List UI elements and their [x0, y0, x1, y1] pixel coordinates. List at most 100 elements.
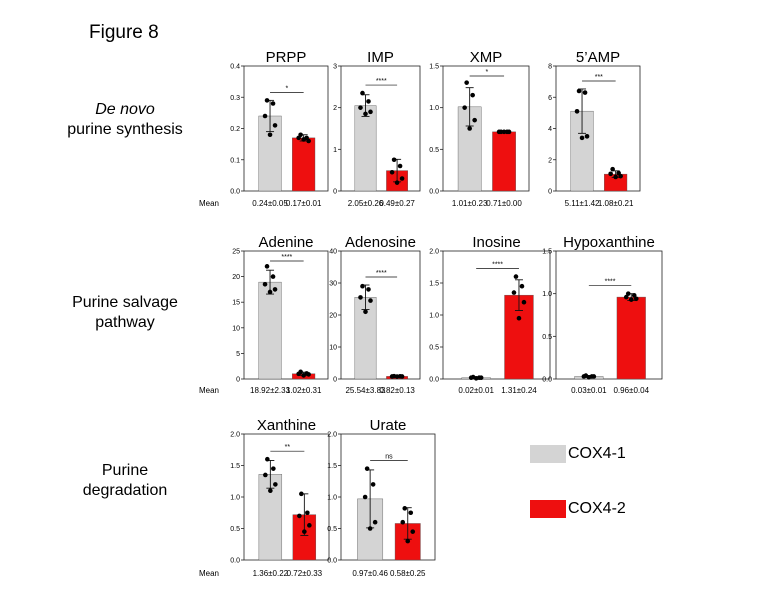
data-point: [464, 80, 469, 85]
plot-frame: [555, 65, 641, 192]
data-point: [472, 117, 477, 123]
y-tick-label: 1.0: [327, 495, 337, 502]
chart-title: Hypoxanthine: [563, 234, 655, 251]
y-tick-label: 0: [333, 377, 337, 384]
legend-item-cox4-2: COX4-2: [530, 500, 626, 518]
data-point: [389, 374, 395, 379]
mean-value: 0.71±0.00: [486, 199, 522, 208]
figure-title: Figure 8: [89, 22, 159, 43]
mean-value: 0.03±0.01: [571, 386, 607, 395]
significance-label: *: [285, 85, 288, 92]
plot-frame: [340, 65, 421, 192]
plot-frame: [442, 250, 551, 380]
y-tick-label: 0.5: [429, 345, 439, 352]
data-point: [301, 137, 306, 142]
significance-label: ****: [376, 270, 387, 277]
y-tick-label: 5: [236, 351, 240, 358]
chart-title: 5’AMP: [576, 49, 620, 66]
bar-cox4-1: [354, 105, 377, 192]
data-point: [511, 290, 517, 295]
y-tick-label: 1.5: [542, 249, 552, 256]
y-tick-label: 20: [232, 274, 240, 281]
mean-value: 5.11±1.42: [565, 199, 600, 208]
data-point: [362, 494, 368, 500]
row-label-line: purine synthesis: [67, 121, 183, 138]
data-point: [370, 482, 376, 487]
data-point: [628, 297, 634, 302]
y-tick-label: 1: [333, 147, 337, 154]
data-point: [368, 109, 373, 115]
data-point: [360, 90, 365, 96]
mean-value: 0.02±0.01: [458, 386, 494, 395]
data-point: [389, 169, 395, 175]
row-label-line: Purine salvage: [72, 294, 178, 311]
data-point: [262, 113, 268, 119]
data-point: [305, 510, 310, 516]
significance-label: ****: [376, 78, 387, 85]
data-point: [307, 523, 312, 528]
chart-panel-5-amp: 5’AMP 0 2 4 6 8 5.11±1.421.08±0.21 ***: [548, 49, 641, 208]
data-point: [262, 281, 268, 287]
plot-frame: [243, 433, 330, 561]
data-point: [581, 374, 587, 379]
data-point: [402, 506, 408, 511]
data-point: [516, 315, 522, 321]
row-label-degradation: Purine degradation: [30, 461, 220, 501]
y-tick-label: 0.0: [327, 558, 337, 565]
chart-title: IMP: [367, 49, 394, 66]
y-tick-label: 15: [232, 300, 240, 307]
chart-title: Xanthine: [257, 417, 316, 434]
chart-panel-prpp: PRPP 0.0 0.1 0.2 0.3 0.4 0.24±0.050.17±0.01 *: [230, 49, 329, 208]
data-point: [268, 488, 273, 494]
row-label-line: De novo: [95, 101, 155, 118]
data-point: [273, 482, 278, 487]
data-point: [368, 298, 373, 303]
data-point: [467, 126, 472, 131]
y-tick-label: 1.5: [230, 463, 240, 470]
y-tick-label: 0.2: [230, 126, 240, 133]
chart-panel-xmp: XMP 0.0 0.5 1.0 1.5 1.01±0.230.71±0.00 *: [429, 49, 530, 208]
chart-title: Adenosine: [345, 234, 416, 251]
data-point: [296, 371, 301, 377]
chart-panel-adenine: Adenine 0 5 10 15 20 25 18.92±2.331.02±0.31 ****: [232, 234, 329, 395]
mean-row-label: Mean: [199, 569, 219, 578]
y-tick-label: 0.5: [542, 334, 552, 341]
data-point: [473, 376, 479, 381]
mean-row-label: Mean: [199, 199, 219, 208]
y-tick-label: 0.1: [230, 157, 240, 164]
data-point: [399, 374, 405, 379]
mean-value: 1.36±0.22: [253, 569, 289, 578]
row-label-line: degradation: [82, 482, 168, 499]
data-point: [519, 283, 525, 289]
mean-value: 1.08±0.21: [598, 199, 634, 208]
y-tick-label: 1.0: [542, 291, 552, 298]
y-tick-label: 0.4: [230, 64, 240, 71]
data-point: [591, 374, 597, 379]
data-point: [618, 173, 623, 179]
data-point: [391, 157, 397, 163]
y-tick-label: 1.5: [327, 463, 337, 470]
bar-cox4-2: [292, 137, 316, 192]
y-tick-label: 0.5: [230, 526, 240, 533]
significance-label: ****: [492, 262, 503, 269]
chart-title: Inosine: [472, 234, 520, 251]
chart-title: Urate: [370, 417, 407, 434]
data-point: [623, 294, 629, 300]
mean-value: 0.49±0.27: [379, 199, 415, 208]
data-point: [468, 375, 474, 381]
mean-row-label: Mean: [199, 386, 219, 395]
data-point: [267, 289, 273, 295]
data-point: [574, 109, 580, 114]
bar-cox4-2: [492, 131, 516, 192]
y-tick-label: 20: [329, 313, 337, 320]
data-point: [272, 287, 278, 292]
data-point: [367, 526, 373, 531]
significance-label: ****: [281, 254, 292, 261]
data-point: [610, 166, 615, 172]
significance-label: ****: [605, 279, 616, 286]
y-tick-label: 10: [232, 325, 240, 332]
data-point: [264, 98, 270, 103]
data-point: [394, 180, 400, 185]
y-tick-label: 1.5: [429, 281, 439, 288]
